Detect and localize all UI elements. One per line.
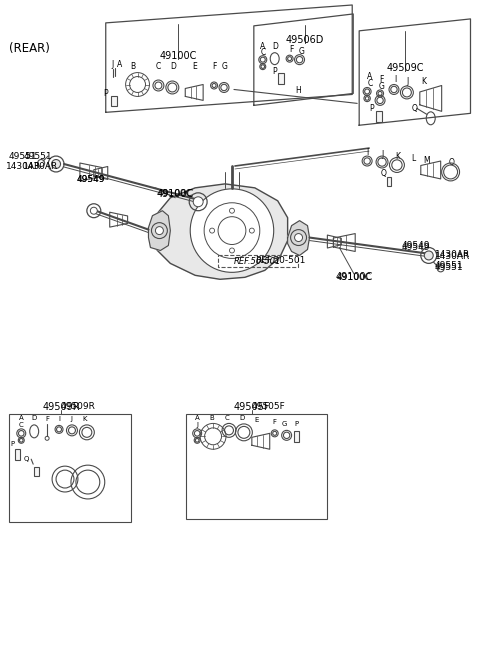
Text: 49509R: 49509R: [42, 402, 80, 411]
Text: I: I: [394, 75, 396, 84]
Text: B: B: [210, 415, 215, 421]
Circle shape: [193, 196, 203, 207]
Text: A: A: [195, 415, 200, 421]
Text: A: A: [19, 415, 24, 421]
Text: 49551: 49551: [435, 263, 463, 272]
Text: 1430AR: 1430AR: [435, 250, 470, 259]
Text: H: H: [296, 86, 301, 95]
Text: D: D: [272, 42, 277, 51]
Polygon shape: [288, 221, 310, 255]
Text: M: M: [423, 155, 430, 164]
Text: 49100C: 49100C: [160, 50, 197, 61]
Circle shape: [295, 234, 302, 242]
Circle shape: [156, 227, 163, 234]
Polygon shape: [148, 211, 170, 250]
Text: P: P: [10, 441, 14, 447]
Text: O: O: [449, 157, 455, 166]
Circle shape: [90, 207, 97, 214]
Bar: [15, 449, 20, 460]
Text: 49509C: 49509C: [386, 63, 424, 73]
Text: Q: Q: [24, 456, 29, 462]
Text: J: J: [196, 422, 198, 428]
Text: A: A: [367, 72, 372, 81]
Bar: [34, 466, 39, 476]
Text: F: F: [273, 419, 276, 425]
Text: 49100C: 49100C: [158, 189, 193, 198]
Text: G: G: [299, 47, 304, 56]
Text: I: I: [366, 147, 368, 157]
Text: Q: Q: [412, 104, 418, 113]
Text: 49100C: 49100C: [156, 189, 194, 199]
Text: 49505F: 49505F: [252, 402, 286, 411]
Text: 49549: 49549: [77, 176, 105, 185]
Text: J: J: [407, 77, 409, 86]
Bar: [386, 178, 392, 187]
Text: P: P: [103, 89, 108, 98]
Text: I: I: [58, 417, 60, 422]
Text: K: K: [395, 151, 400, 160]
Text: A: A: [260, 42, 265, 51]
Text: C: C: [19, 422, 24, 428]
Text: F: F: [212, 62, 216, 71]
Bar: [294, 431, 299, 441]
Text: 49549: 49549: [402, 241, 431, 250]
Text: E: E: [254, 417, 259, 423]
Text: 49100C: 49100C: [336, 272, 373, 282]
Circle shape: [424, 251, 433, 260]
Text: P: P: [272, 67, 276, 76]
Bar: [278, 73, 284, 84]
Text: 49506D: 49506D: [285, 35, 324, 45]
Text: J: J: [381, 149, 384, 159]
Text: 49551: 49551: [23, 151, 52, 160]
Bar: [186, 415, 327, 519]
Text: K: K: [83, 417, 87, 422]
Text: 1430AR: 1430AR: [435, 252, 470, 261]
Circle shape: [51, 160, 60, 168]
Polygon shape: [150, 184, 288, 279]
Text: J: J: [70, 417, 72, 422]
Text: A: A: [117, 60, 122, 69]
Text: J: J: [111, 60, 114, 69]
Text: 1430AR: 1430AR: [6, 162, 41, 172]
Text: C: C: [225, 415, 229, 421]
Text: E: E: [192, 62, 197, 71]
Text: 49509R: 49509R: [61, 402, 96, 411]
Text: 1430AR: 1430AR: [23, 162, 59, 172]
Text: B: B: [131, 62, 136, 71]
Text: 49549: 49549: [402, 243, 431, 252]
Text: Q: Q: [381, 170, 387, 178]
Text: C: C: [367, 79, 372, 88]
Bar: [9, 415, 131, 522]
Text: 49551: 49551: [9, 151, 37, 160]
Text: 49505F: 49505F: [234, 402, 270, 411]
Text: D: D: [239, 415, 244, 421]
Text: REF.50-501: REF.50-501: [255, 256, 305, 265]
Text: G: G: [222, 62, 228, 71]
Text: 49551: 49551: [435, 261, 463, 270]
Text: F: F: [289, 45, 294, 54]
Text: P: P: [295, 421, 299, 428]
Text: D: D: [170, 62, 176, 71]
Text: F: F: [45, 417, 49, 422]
Text: C: C: [156, 62, 161, 71]
Text: (REAR): (REAR): [9, 42, 50, 55]
Text: F: F: [379, 75, 384, 84]
Bar: [376, 111, 382, 122]
Text: C: C: [260, 48, 265, 57]
Text: REF.50-501: REF.50-501: [234, 257, 281, 266]
Text: D: D: [32, 415, 37, 421]
Text: L: L: [411, 153, 415, 162]
Circle shape: [190, 189, 274, 272]
Bar: [111, 96, 117, 106]
Text: G: G: [379, 82, 385, 91]
Text: 49549: 49549: [77, 176, 105, 185]
Text: P: P: [370, 104, 374, 113]
Text: G: G: [282, 421, 288, 428]
Text: 49100C: 49100C: [337, 273, 372, 282]
Text: K: K: [421, 77, 426, 86]
